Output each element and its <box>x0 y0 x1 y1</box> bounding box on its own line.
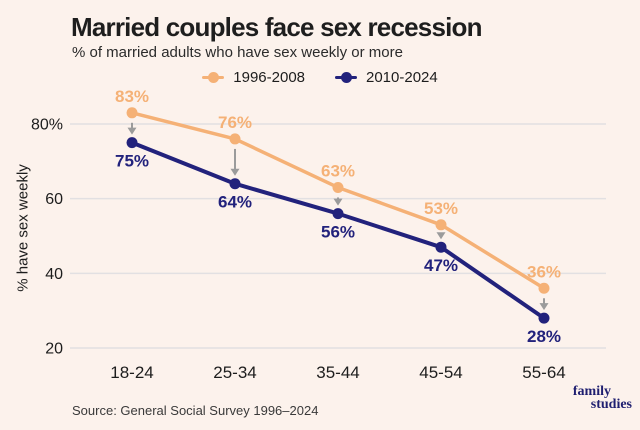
logo-line1: family <box>572 384 611 399</box>
decline-arrow-head <box>230 168 240 176</box>
data-point <box>538 282 550 294</box>
value-label: 83% <box>115 87 149 106</box>
value-label: 75% <box>115 152 149 171</box>
data-point <box>538 312 550 324</box>
data-point <box>332 181 344 193</box>
value-label: 64% <box>218 193 252 212</box>
data-point <box>435 241 447 253</box>
source-note: Source: General Social Survey 1996–2024 <box>72 403 319 418</box>
logo-line2: studies <box>590 397 632 412</box>
decline-arrow-head <box>539 303 549 311</box>
data-point <box>229 178 241 190</box>
x-tick-label: 35-44 <box>316 363 359 382</box>
data-point <box>229 133 241 145</box>
x-tick-label: 25-34 <box>213 363 256 382</box>
value-label: 47% <box>424 256 458 275</box>
y-tick-label: 80% <box>31 117 63 134</box>
x-tick-label: 55-64 <box>522 363 565 382</box>
legend: 1996-2008 2010-2024 <box>0 69 640 86</box>
family-studies-logo: family studies <box>572 384 632 412</box>
data-point <box>332 208 344 220</box>
y-tick-label: 20 <box>45 341 63 358</box>
legend-marker-icon <box>202 72 225 83</box>
x-tick-label: 18-24 <box>110 363 153 382</box>
chart-subtitle: % of married adults who have sex weekly … <box>72 44 403 61</box>
value-label: 76% <box>218 113 252 132</box>
legend-label: 2010-2024 <box>366 69 438 86</box>
value-label: 56% <box>321 223 355 242</box>
decline-arrow-head <box>436 232 446 240</box>
legend-label: 1996-2008 <box>233 69 305 86</box>
data-point <box>126 107 138 119</box>
legend-marker-icon <box>335 72 357 83</box>
x-tick-label: 45-54 <box>419 363 462 382</box>
y-tick-label: 40 <box>45 266 63 283</box>
data-point <box>435 219 447 231</box>
legend-item-2010-2024: 2010-2024 <box>335 69 438 86</box>
value-label: 36% <box>527 262 561 281</box>
chart-title: Married couples face sex recession <box>71 12 482 42</box>
value-label: 63% <box>321 161 355 180</box>
value-label: 53% <box>424 199 458 218</box>
legend-item-1996-2008: 1996-2008 <box>202 69 305 86</box>
data-point <box>126 137 138 149</box>
y-tick-label: 60 <box>45 191 63 208</box>
decline-arrow-head <box>333 198 343 206</box>
value-label: 28% <box>527 327 561 346</box>
decline-arrow-head <box>127 127 137 135</box>
